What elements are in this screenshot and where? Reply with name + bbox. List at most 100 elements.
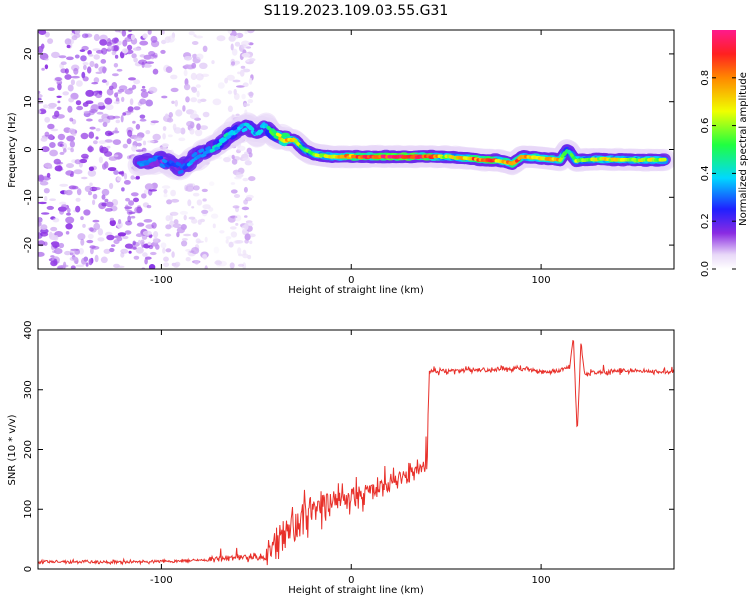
spectrogram-speckle [76, 80, 83, 87]
spectrogram-speckle [68, 97, 74, 103]
spectrogram-speckle [188, 31, 195, 36]
spectrogram-speckle [170, 189, 177, 197]
spectrogram-speckle [122, 112, 127, 116]
spectrogram-ridge-segment [275, 132, 282, 138]
spectrogram-speckle [83, 209, 91, 216]
spectrogram-speckle [94, 63, 99, 69]
spectrogram-speckle [162, 133, 166, 140]
spectrogram-speckle [109, 182, 114, 190]
spectrogram-ridge-segment [175, 161, 182, 167]
spectrogram-speckle [80, 216, 84, 221]
spectrogram-speckle [186, 120, 195, 127]
spectrogram-speckle [216, 35, 226, 42]
spectrogram-speckle [234, 214, 242, 222]
spectrogram-speckle [204, 236, 208, 243]
spectrogram-speckle [166, 199, 173, 205]
spectrogram-speckle [104, 97, 113, 105]
spectrogram-speckle [180, 127, 186, 135]
spectrogram-speckle [243, 102, 248, 107]
spectrogram-speckle [133, 79, 141, 85]
spectrogram-speckle [242, 68, 251, 73]
spectrogram-speckle [227, 215, 236, 223]
spectrogram-speckle [245, 46, 252, 49]
spectrogram-speckle [244, 160, 252, 166]
spectrogram-speckle [161, 185, 171, 189]
spectrogram-speckle [98, 118, 104, 123]
spectrogram-speckle [91, 245, 100, 250]
colorbar-gradient [712, 30, 736, 269]
spectrogram-speckle [202, 204, 211, 210]
spectrogram-speckle [191, 206, 195, 209]
spectrogram-speckle [247, 254, 252, 260]
spectrogram-speckle [118, 171, 124, 175]
spectrogram-speckle [70, 75, 80, 79]
spectrogram-speckle [46, 205, 54, 210]
spectrogram-speckle [125, 220, 133, 226]
spectrogram-speckle [171, 251, 175, 258]
spectrogram-speckle [89, 182, 93, 187]
spectrogram-speckle [76, 188, 82, 196]
spectrogram-speckle [48, 134, 54, 140]
spectrogram-speckle [94, 254, 99, 263]
spectrogram-speckle [74, 54, 80, 59]
spectrogram-speckle [44, 196, 48, 202]
spectrogram-speckle [87, 66, 92, 74]
spectrogram-speckle [56, 106, 62, 111]
spectrogram-ridge-segment [212, 144, 218, 150]
spectrogram-speckle [173, 127, 182, 134]
spectrogram-speckle [163, 256, 169, 262]
spectrogram-speckle [139, 98, 147, 105]
spectrogram-speckle [165, 248, 172, 253]
spectrogram-speckle [88, 191, 92, 196]
spectrogram-speckle [200, 98, 207, 103]
spectrogram-speckle [57, 100, 61, 104]
spectrogram-speckle [93, 77, 100, 84]
spectrogram-speckle [41, 67, 45, 71]
spectrogram-speckle [125, 197, 131, 202]
spectrogram-speckle [98, 140, 107, 145]
spectrogram-speckle [101, 194, 106, 200]
spectrogram-speckle [248, 91, 254, 98]
spectrogram-speckle [239, 69, 245, 77]
spectrogram-ridge-segment [257, 129, 264, 136]
spectrogram-speckle [71, 132, 77, 137]
spectrogram-speckle [99, 39, 108, 46]
snr-y-tick-label: 0 [23, 566, 34, 572]
spectrogram-speckle [95, 128, 101, 132]
spectrogram-speckle [165, 113, 169, 119]
spectrogram-y-tick-label: 20 [23, 48, 34, 61]
spectrogram-speckle [139, 118, 147, 122]
spectrogram-speckle [243, 186, 248, 193]
spectrogram-speckle [191, 62, 197, 69]
spectrogram-speckle [196, 90, 200, 98]
spectrogram-speckle [153, 231, 159, 238]
spectrogram-speckle [44, 31, 50, 38]
spectrogram-speckle [65, 216, 75, 224]
spectrogram-speckle [233, 240, 241, 244]
spectrogram-speckle [88, 258, 93, 266]
spectrogram-speckle [50, 226, 58, 232]
spectrogram-speckle [98, 156, 103, 164]
spectrogram-speckle [164, 233, 172, 237]
spectrogram-speckle [38, 97, 42, 101]
spectrogram-ridge-segment [196, 154, 202, 160]
spectrogram-speckle [92, 199, 96, 206]
spectrogram-speckle [231, 158, 238, 165]
spectrogram-speckle [75, 197, 81, 202]
spectrogram-speckle [93, 33, 100, 42]
spectrogram-speckle [132, 47, 142, 51]
spectrogram-speckle [249, 58, 256, 62]
spectrogram-speckle [59, 183, 69, 187]
spectrogram-speckle [126, 209, 133, 215]
spectrogram-speckle [113, 154, 119, 157]
spectrogram-ridge-segment [214, 145, 221, 151]
spectrogram-speckle [185, 96, 190, 103]
spectrogram-speckle [234, 41, 241, 47]
spectrogram-speckle [241, 206, 250, 211]
snr-y-label: SNR (10 * v/v) [7, 414, 18, 485]
spectrogram-speckle [50, 128, 59, 132]
spectrogram-speckle [75, 264, 85, 268]
spectrogram-speckle [124, 88, 133, 95]
spectrogram-speckle [183, 214, 187, 221]
spectrogram-speckle [152, 133, 161, 141]
